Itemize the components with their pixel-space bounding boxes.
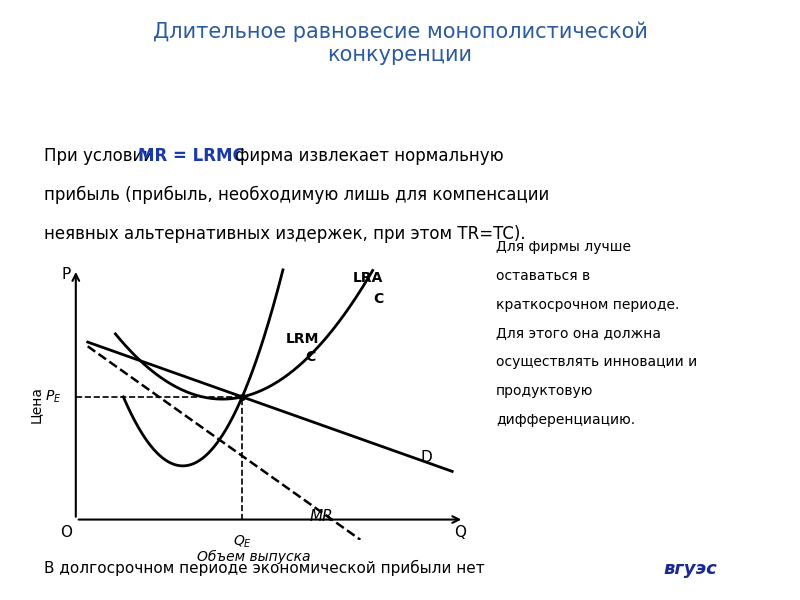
Text: продуктовую: продуктовую [496, 384, 594, 398]
Text: Для этого она должна: Для этого она должна [496, 326, 661, 340]
Text: фирма извлекает нормальную: фирма извлекает нормальную [230, 147, 504, 165]
Text: O: O [60, 525, 72, 540]
Text: Длительное равновесие монополистической
конкуренции: Длительное равновесие монополистической … [153, 21, 647, 65]
Text: $P_E$: $P_E$ [46, 389, 62, 405]
Text: Для фирмы лучше: Для фирмы лучше [496, 240, 631, 254]
Text: дифференциацию.: дифференциацию. [496, 413, 635, 427]
Text: LRM: LRM [286, 332, 319, 346]
Text: MR = LRMC: MR = LRMC [138, 147, 245, 165]
Text: Объем выпуска: Объем выпуска [198, 550, 311, 565]
Text: C: C [373, 292, 383, 306]
Text: прибыль (прибыль, необходимую лишь для компенсации: прибыль (прибыль, необходимую лишь для к… [44, 186, 550, 204]
Text: MR: MR [310, 509, 334, 524]
Text: вгуэс: вгуэс [663, 559, 718, 577]
Text: C: C [306, 350, 316, 364]
Text: осуществлять инновации и: осуществлять инновации и [496, 355, 698, 369]
Text: $Q_E$: $Q_E$ [233, 533, 252, 550]
Text: LRA: LRA [353, 271, 383, 286]
Text: Q: Q [454, 525, 466, 540]
Text: оставаться в: оставаться в [496, 269, 590, 283]
Text: D: D [421, 450, 432, 465]
Text: краткосрочном периоде.: краткосрочном периоде. [496, 298, 679, 311]
Text: P: P [62, 267, 70, 282]
Text: Цена: Цена [29, 386, 43, 423]
Text: неявных альтернативных издержек, при этом TR=TC).: неявных альтернативных издержек, при это… [44, 225, 526, 243]
Text: При условии: При условии [44, 147, 159, 165]
Text: В долгосрочном периоде экономической прибыли нет: В долгосрочном периоде экономической при… [44, 560, 485, 576]
